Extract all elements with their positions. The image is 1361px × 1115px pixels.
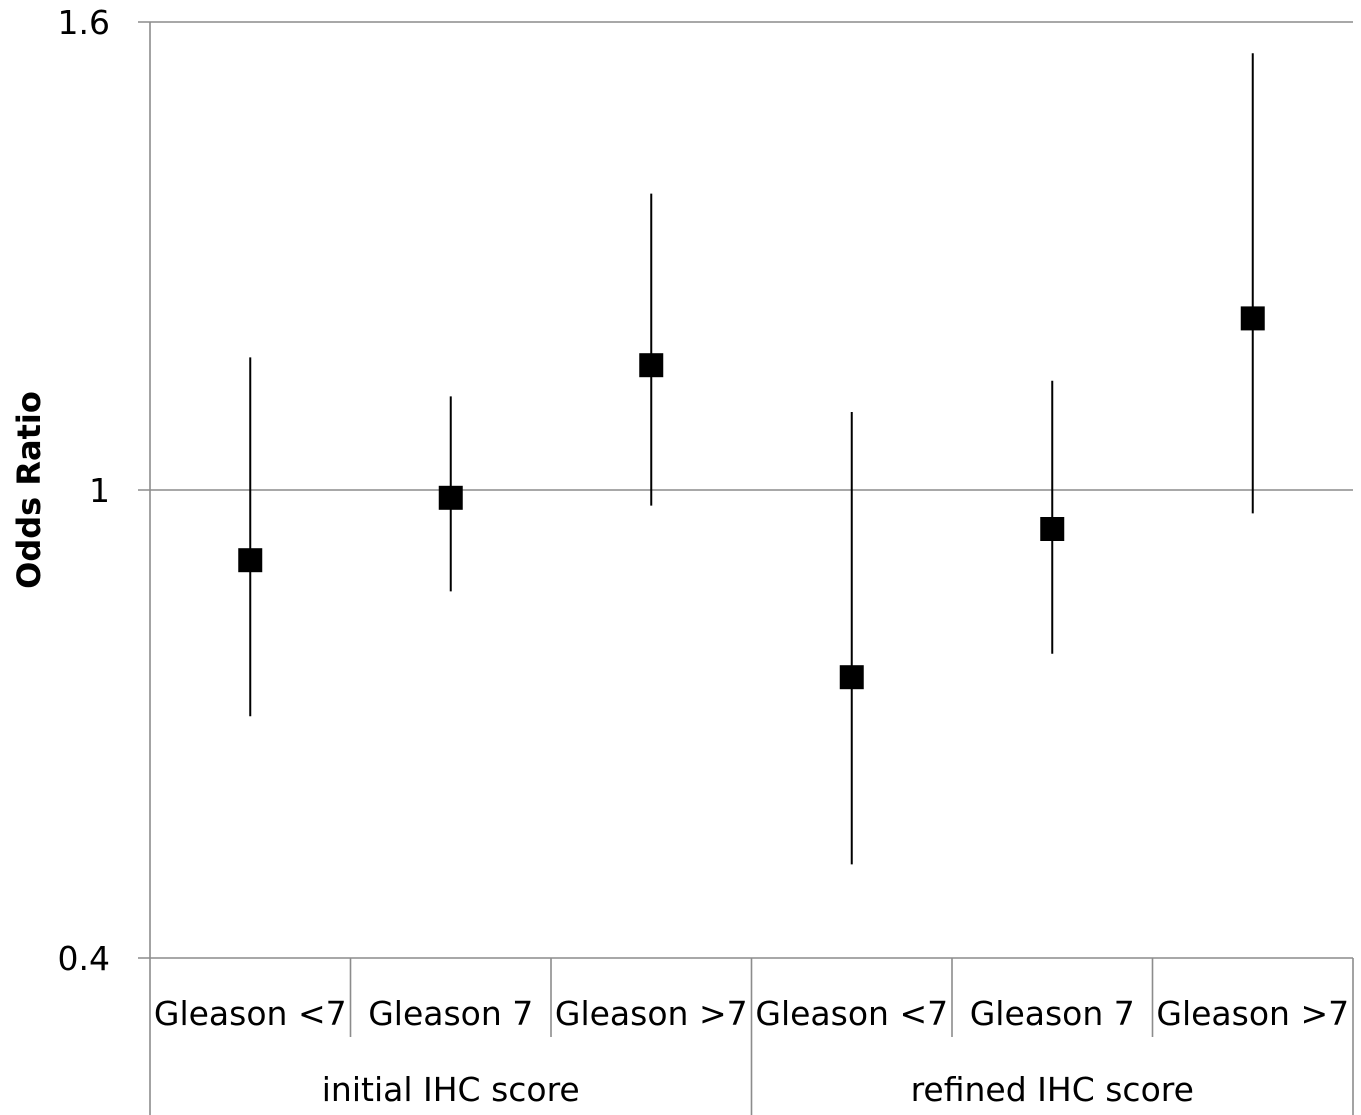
grid-layer xyxy=(138,21,1353,959)
data-point-marker xyxy=(639,353,664,378)
data-point-marker xyxy=(238,548,263,573)
category-label: Gleason <7 xyxy=(755,994,948,1033)
y-tick-label: 1.6 xyxy=(58,3,110,42)
data-point-marker xyxy=(1040,517,1065,541)
category-label: Gleason <7 xyxy=(154,994,347,1033)
category-labels: Gleason <7 Gleason 7 Gleason >7 Gleason <7 G… xyxy=(154,994,1349,1109)
category-label: Gleason >7 xyxy=(555,994,748,1033)
data-point-marker xyxy=(438,485,463,510)
category-label: Gleason >7 xyxy=(1156,994,1349,1033)
data-point-marker xyxy=(839,665,864,690)
category-label: Gleason 7 xyxy=(368,994,533,1033)
y-tick-label: 0.4 xyxy=(58,939,110,978)
group-label: refined IHC score xyxy=(911,1070,1194,1109)
group-label: initial IHC score xyxy=(322,1070,580,1109)
data-point-marker xyxy=(1240,306,1265,331)
y-axis-label: Odds Ratio xyxy=(10,391,48,589)
y-tick-label: 1 xyxy=(89,471,110,510)
category-label: Gleason 7 xyxy=(970,994,1135,1033)
y-tick-labels: 1.6 1 0.4 xyxy=(58,3,110,978)
axes-layer xyxy=(149,22,1354,1115)
data-marks xyxy=(238,53,1265,865)
